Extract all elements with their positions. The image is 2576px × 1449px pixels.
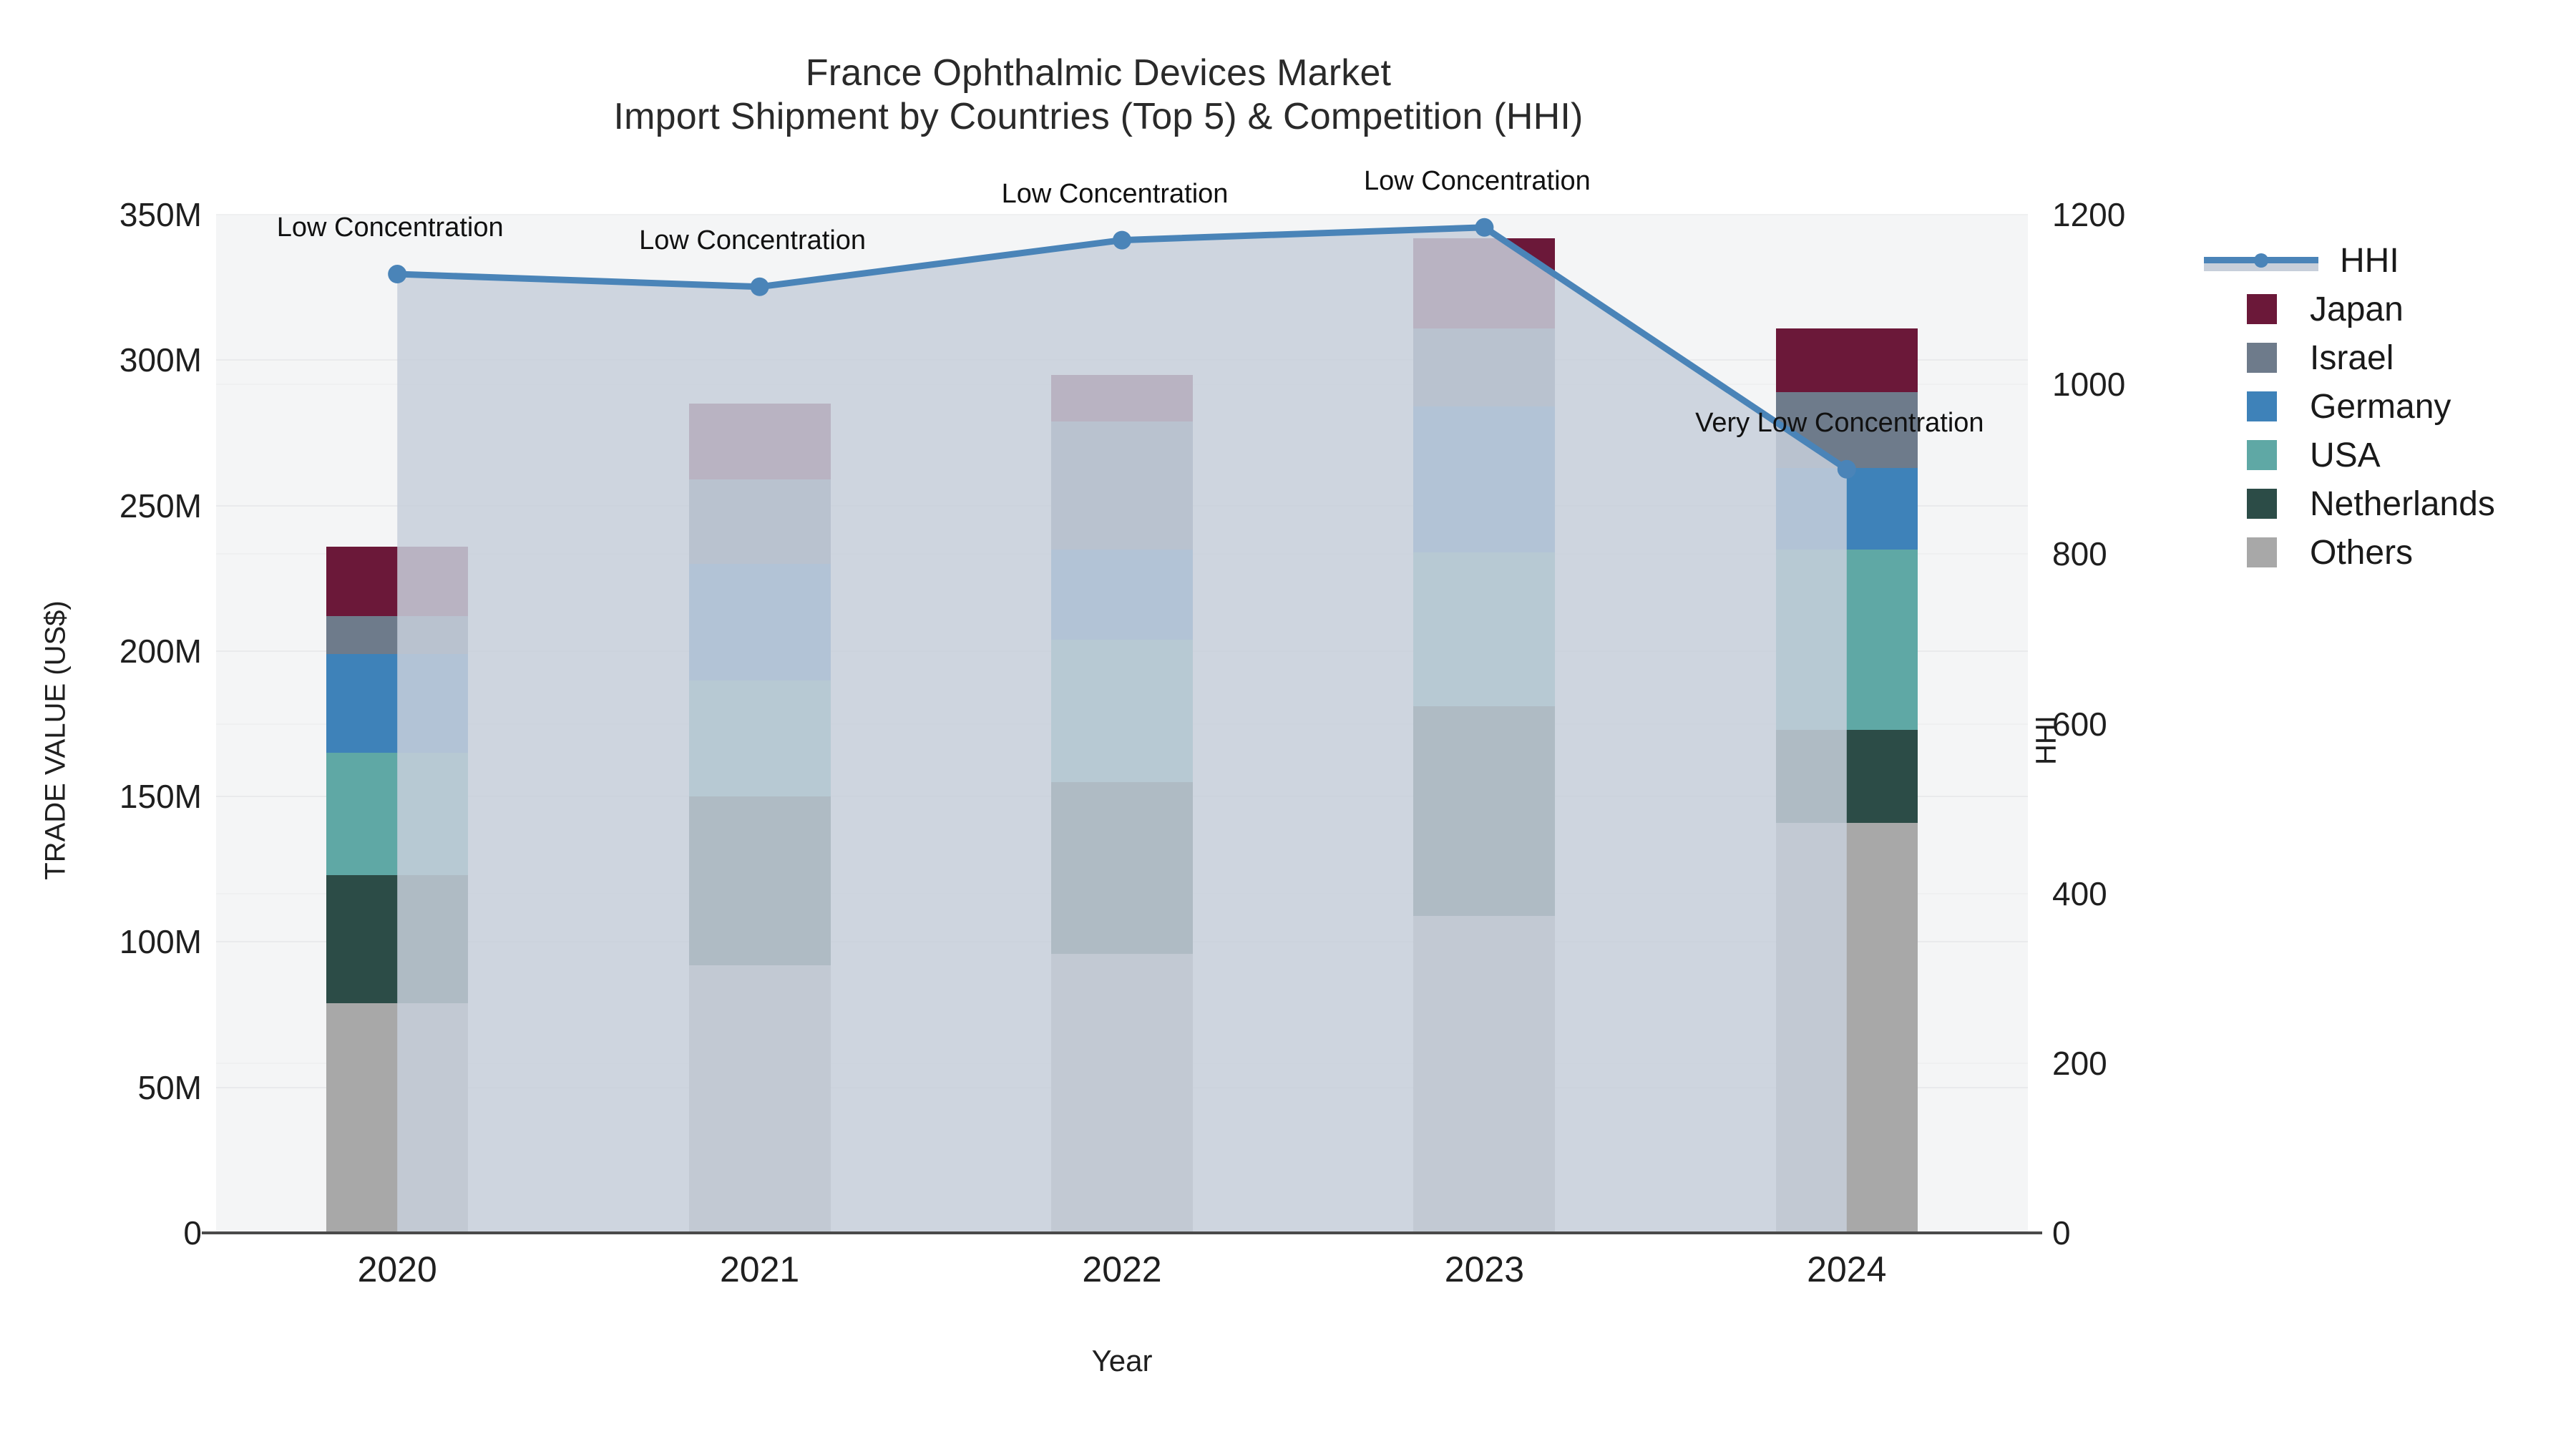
legend-label-hhi: HHI [2340, 241, 2399, 280]
chart-title-line-2: Import Shipment by Countries (Top 5) & C… [613, 96, 1584, 138]
hhi-annotation-2023: Low Concentration [1363, 165, 1591, 196]
y-tick-left-100M: 100M [119, 923, 202, 961]
bar-segment-japan[interactable] [326, 546, 469, 617]
y-axis-left-label: TRADE VALUE (US$) [39, 600, 72, 880]
x-tick-2024: 2024 [1807, 1249, 1887, 1289]
bar-segment-israel[interactable] [688, 479, 831, 564]
y-tick-right-800: 800 [2052, 535, 2107, 573]
y-tick-left-50M: 50M [137, 1068, 202, 1106]
hhi-annotation-2024: Very Low Concentration [1695, 407, 1984, 438]
legend-item-israel[interactable]: Israel [2204, 333, 2576, 382]
bar-segment-netherlands[interactable] [1775, 729, 1918, 823]
legend-label-usa: USA [2310, 436, 2381, 474]
bar-segment-japan[interactable] [1051, 374, 1193, 421]
bar-segment-usa[interactable] [688, 680, 831, 797]
bar-segment-japan[interactable] [1775, 328, 1918, 393]
legend-swatch-japan [2247, 294, 2277, 324]
hhi-annotation-2020: Low Concentration [276, 213, 504, 243]
bar-segment-netherlands[interactable] [326, 874, 469, 1003]
y-tick-left-200M: 200M [119, 632, 202, 670]
bar-segment-netherlands[interactable] [1413, 706, 1556, 916]
y-tick-left-150M: 150M [119, 778, 202, 816]
hhi-annotation-2022: Low Concentration [1001, 178, 1229, 209]
bar-segment-netherlands[interactable] [1051, 781, 1193, 954]
y-tick-right-0: 0 [2052, 1214, 2071, 1252]
chart-title: France Ophthalmic Devices Market Import … [0, 52, 2197, 140]
gridline-right [216, 214, 2028, 215]
legend-line-dot [2254, 253, 2268, 268]
plot-inner: Low Concentration Low Concentration Low Co… [216, 166, 2028, 1234]
bar-segment-others[interactable] [1051, 953, 1193, 1233]
y-tick-right-1000: 1000 [2052, 366, 2126, 404]
bar-segment-usa[interactable] [326, 753, 469, 875]
bar-segment-others[interactable] [688, 965, 831, 1233]
bar-segment-israel[interactable] [1051, 421, 1193, 550]
bar-segment-japan[interactable] [1413, 238, 1556, 328]
x-tick-2022: 2022 [1082, 1249, 1162, 1289]
bar-stack-2021[interactable] [688, 215, 831, 1233]
bar-stack-2020[interactable] [326, 215, 469, 1233]
legend-swatch-usa [2247, 440, 2277, 470]
bar-segment-germany[interactable] [1051, 549, 1193, 640]
legend-label-israel: Israel [2310, 338, 2394, 377]
legend-label-others: Others [2310, 533, 2414, 572]
chart-title-line-1: France Ophthalmic Devices Market [805, 52, 1392, 94]
x-axis-spine [202, 1231, 2042, 1234]
hhi-annotation-2021: Low Concentration [639, 225, 867, 255]
y-tick-right-200: 200 [2052, 1044, 2107, 1082]
bar-segment-germany[interactable] [688, 563, 831, 680]
bar-stack-2022[interactable] [1051, 215, 1193, 1233]
plot-area: Low Concentration Low Concentration Low Co… [216, 166, 2028, 1234]
bar-segment-germany[interactable] [326, 653, 469, 753]
legend-item-hhi[interactable]: HHI [2204, 236, 2576, 285]
legend-line-marker-icon [2204, 245, 2318, 275]
legend-item-japan[interactable]: Japan [2204, 285, 2576, 333]
bar-segment-germany[interactable] [1413, 406, 1556, 552]
bar-segment-others[interactable] [326, 1002, 469, 1233]
y-tick-left-350M: 350M [119, 196, 202, 233]
bar-segment-israel[interactable] [326, 616, 469, 654]
legend-label-germany: Germany [2310, 387, 2451, 426]
x-axis-label: Year [1091, 1344, 1153, 1377]
legend-item-others[interactable]: Others [2204, 528, 2576, 577]
bar-segment-usa[interactable] [1413, 552, 1556, 707]
bar-stack-2023[interactable] [1413, 215, 1556, 1233]
x-tick-2023: 2023 [1444, 1249, 1525, 1289]
y-tick-right-400: 400 [2052, 874, 2107, 912]
bar-segment-japan[interactable] [688, 404, 831, 479]
bar-segment-usa[interactable] [1775, 549, 1918, 730]
chart-legend: HHI Japan Israel Germany USA Netherlands Other… [2204, 236, 2576, 577]
legend-item-netherlands[interactable]: Netherlands [2204, 479, 2576, 528]
x-tick-2021: 2021 [719, 1249, 800, 1289]
y-tick-left-0: 0 [183, 1214, 202, 1252]
bar-segment-usa[interactable] [1051, 639, 1193, 782]
legend-swatch-others [2247, 537, 2277, 567]
bar-segment-israel[interactable] [1413, 328, 1556, 407]
legend-swatch-germany [2247, 391, 2277, 421]
legend-label-japan: Japan [2310, 290, 2404, 328]
legend-item-germany[interactable]: Germany [2204, 382, 2576, 431]
y-tick-left-250M: 250M [119, 487, 202, 525]
bar-stack-2024[interactable] [1775, 215, 1918, 1233]
bar-segment-germany[interactable] [1775, 467, 1918, 550]
bar-segment-others[interactable] [1413, 915, 1556, 1233]
y-tick-left-300M: 300M [119, 341, 202, 379]
y-tick-right-600: 600 [2052, 705, 2107, 743]
bar-segment-others[interactable] [1775, 822, 1918, 1233]
legend-swatch-israel [2247, 343, 2277, 373]
x-tick-2020: 2020 [357, 1249, 437, 1289]
legend-swatch-netherlands [2247, 489, 2277, 519]
y-axis-right-label: HHI [2030, 716, 2062, 765]
y-tick-right-1200: 1200 [2052, 196, 2126, 233]
bar-segment-netherlands[interactable] [688, 796, 831, 965]
legend-item-usa[interactable]: USA [2204, 431, 2576, 479]
legend-label-netherlands: Netherlands [2310, 484, 2495, 523]
